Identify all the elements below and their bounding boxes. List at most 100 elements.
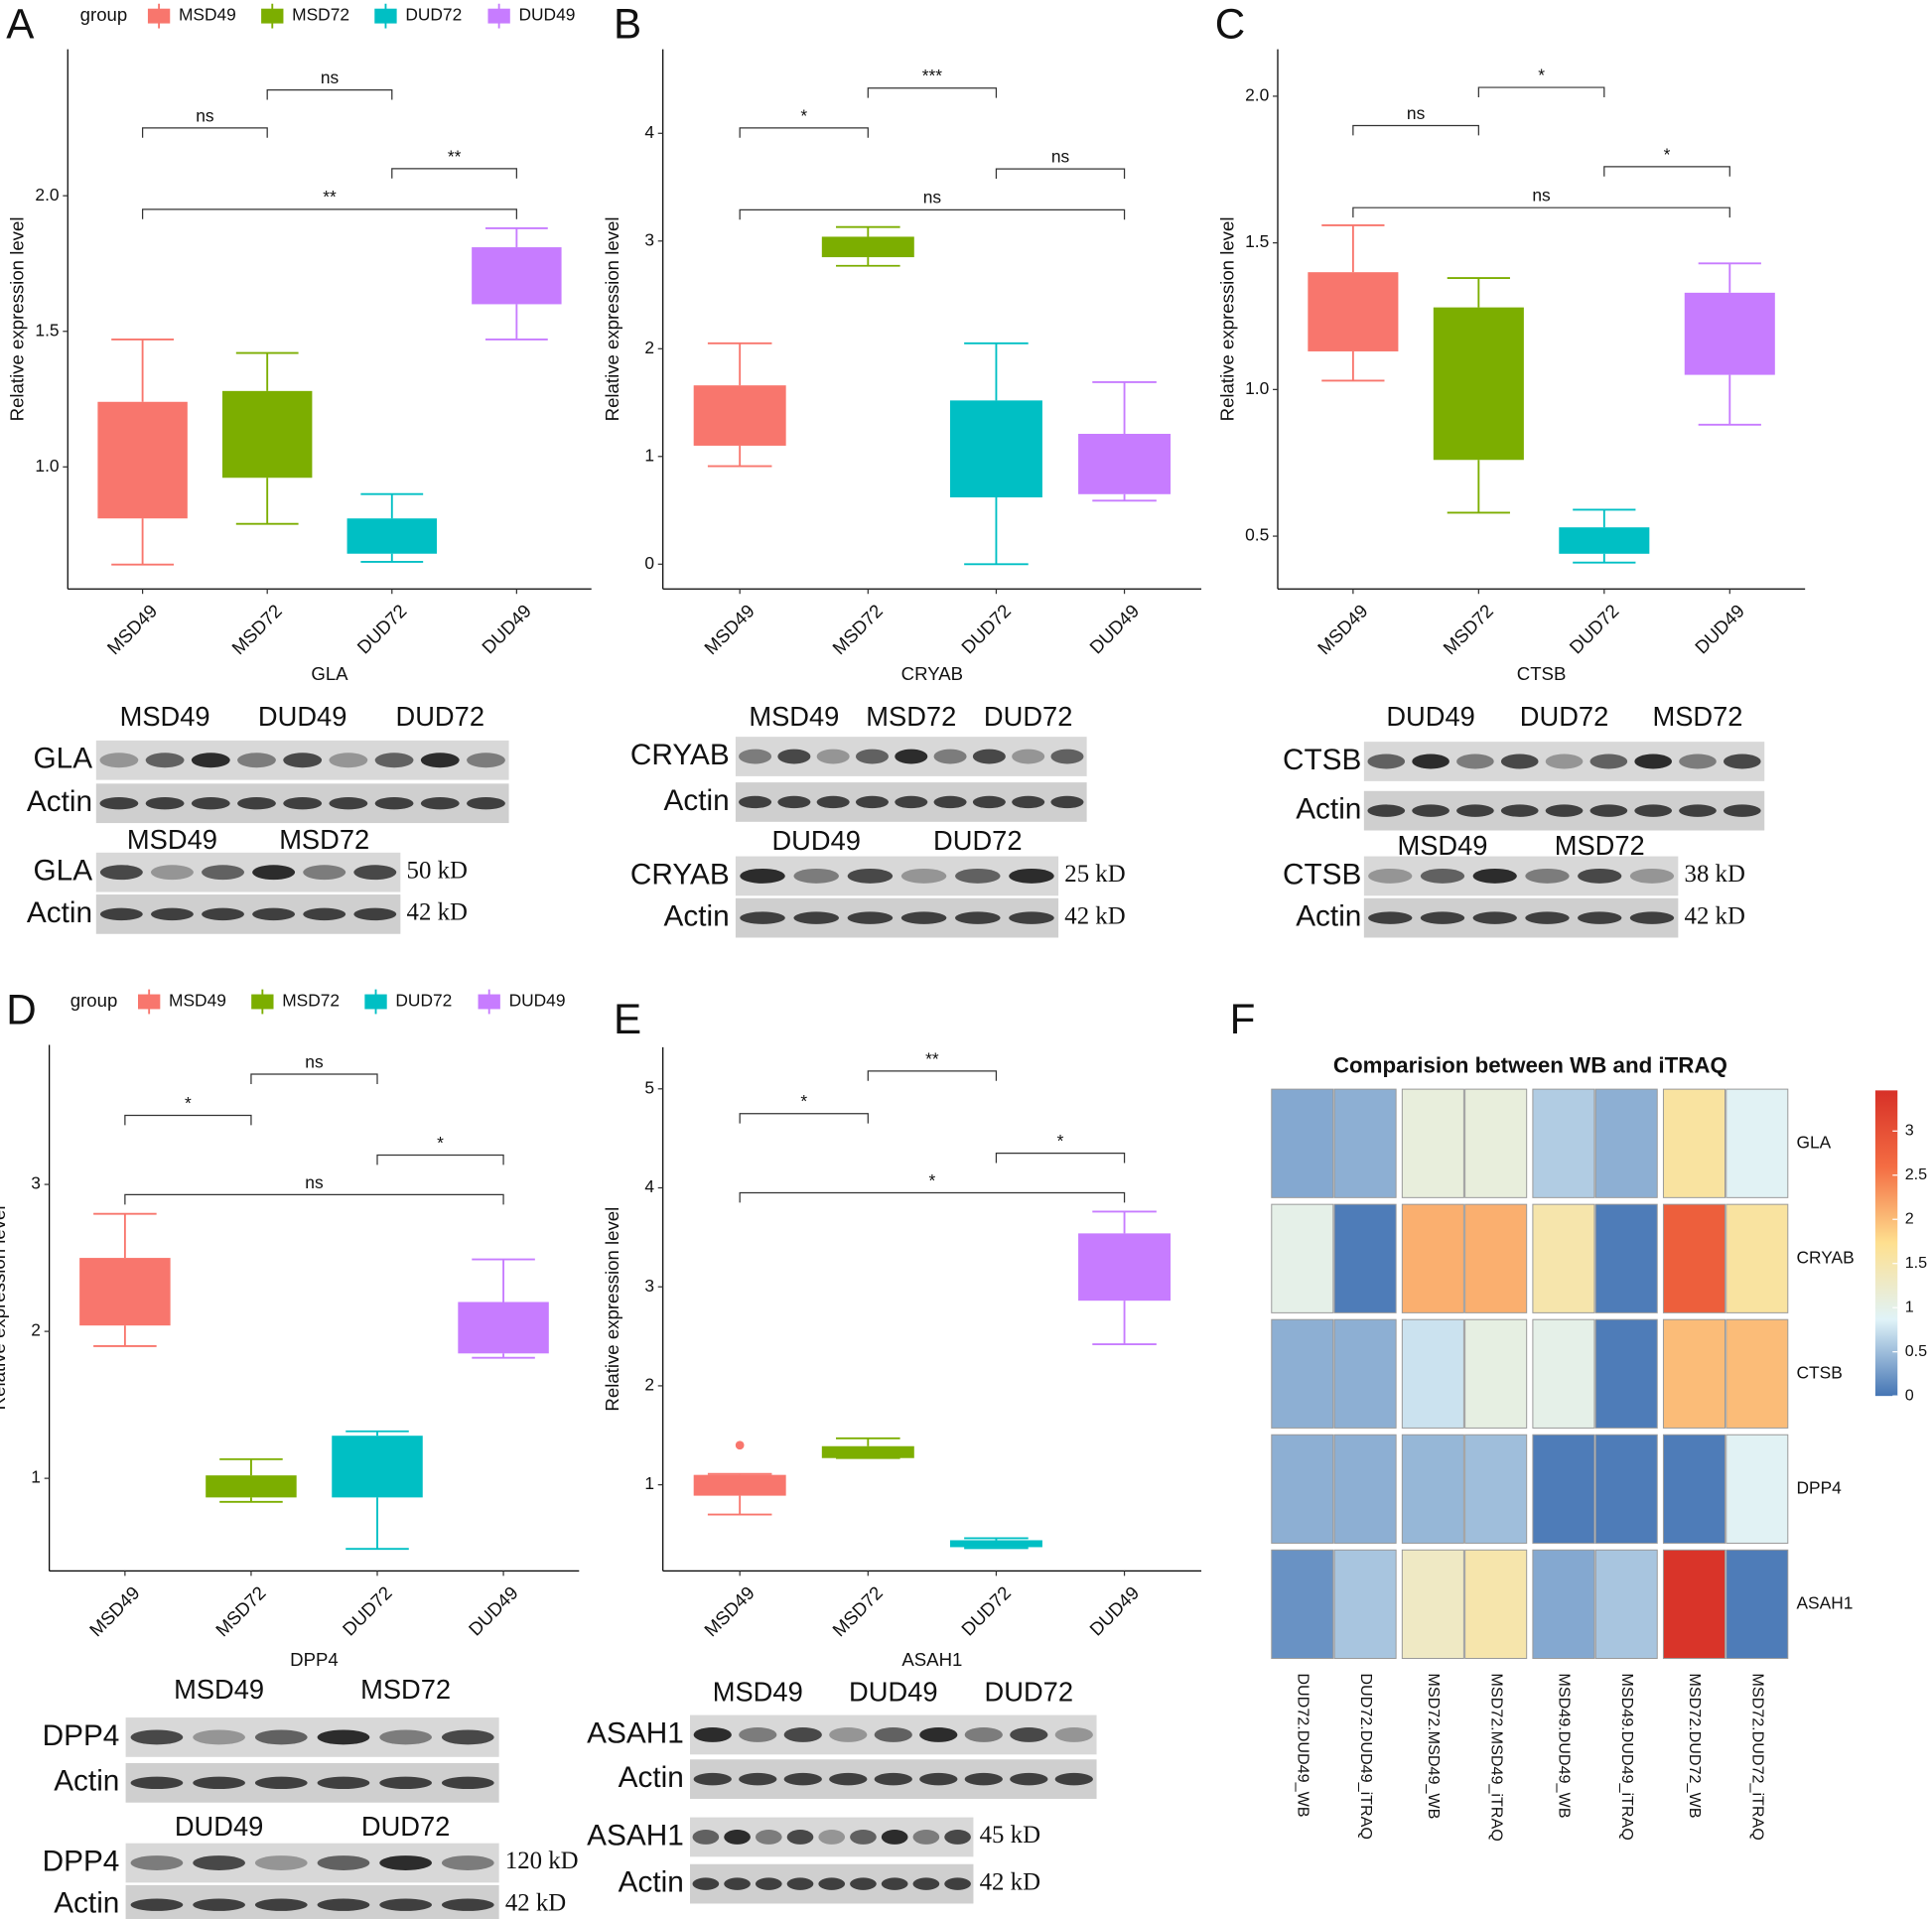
blot-band [1500,804,1539,817]
x-axis-label: DPP4 [290,1649,339,1670]
blot-size-label: 50 kD [407,857,468,884]
blot-group-label: DUD72 [933,825,1023,856]
heatmap-cell [1594,1318,1658,1429]
blot-band [944,1830,971,1845]
blot-band [420,753,460,768]
blot-band [1472,911,1517,924]
blot-group-label: DUD49 [1386,701,1475,732]
significance-bracket [1352,124,1479,136]
blot-band [874,1772,912,1786]
blot-band [786,1830,814,1845]
box [949,1540,1042,1548]
blot-band [374,753,414,768]
blot-band [740,868,785,884]
y-tick-label: 5 [644,1077,654,1097]
blot-band [850,1877,877,1890]
heatmap-cell [1401,1088,1464,1198]
legend-label: DUD72 [395,991,452,1011]
blot-band [895,749,928,764]
blot-size-label: 120 kD [505,1848,579,1874]
blot-band [254,1729,308,1745]
blot-band [193,1729,245,1745]
significance-label: ns [1532,186,1551,206]
blot-band [895,795,928,809]
blot-group-label: DUD72 [985,1677,1074,1708]
heatmap-cell [1725,1434,1789,1544]
blot-band [329,753,368,768]
blot-band [818,1877,846,1890]
blot-band [881,1877,908,1890]
significance-bracket [141,127,268,138]
significance-label: * [1664,144,1671,164]
blot-band [1010,1726,1048,1742]
blot-row-label: CRYAB [630,739,730,771]
significance-label: ns [305,1172,324,1192]
heatmap-cell [1271,1549,1334,1659]
blot-band [374,796,414,810]
blot-band [254,1898,308,1911]
box [1433,307,1524,461]
blot-band [130,1855,184,1870]
legend-title: group [70,990,118,1011]
x-tick-label: MSD72 [227,601,286,659]
box [346,518,437,554]
blot-group-label: DUD72 [396,701,485,732]
y-tick-label: 4 [644,1176,654,1196]
blot-band [944,1877,971,1890]
significance-label: ns [1407,103,1426,123]
blot-group-label: MSD49 [174,1674,264,1705]
x-axis-label: GLA [311,663,348,684]
colorbar-tick-label: 0 [1905,1386,1914,1404]
blot-band [900,868,947,884]
x-tick-label: DUD72 [957,601,1015,658]
blot-band [1420,868,1465,884]
x-tick-label: MSD72 [1439,601,1497,659]
row-label: CRYAB [1796,1247,1854,1267]
box [1684,292,1775,375]
heatmap-cell [1725,1088,1789,1198]
y-tick-label: 1 [644,445,654,465]
y-tick-label: 1.5 [1245,231,1269,251]
box [1078,1233,1172,1302]
blot-band [818,1830,846,1845]
blot-band [130,1729,184,1745]
x-axis-label: ASAH1 [901,1649,962,1670]
legend-key [138,994,161,1010]
panel-letter: A [6,0,35,47]
heatmap-cell [1532,1318,1595,1429]
blot-band [467,753,505,768]
y-tick-label: 0 [644,553,654,573]
x-tick-label: DUD49 [1085,1582,1143,1640]
blot-size-label: 42 kD [407,899,468,926]
blot-band [1500,754,1539,769]
y-tick-label: 4 [644,122,654,142]
blot-band [1525,911,1570,924]
blot-band [783,1772,822,1786]
significance-bracket [391,168,517,179]
box [1559,527,1650,554]
blot-row-label: Actin [27,896,92,929]
blot-band [420,796,460,810]
heatmap-cell [1464,1434,1528,1544]
heatmap-cell [1662,1203,1725,1313]
blot-row-label: DPP4 [43,1719,120,1752]
blot-row-label: DPP4 [43,1845,120,1877]
colorbar [1874,1090,1898,1397]
blot-band [881,1830,908,1845]
y-tick-label: 2.0 [1245,85,1269,105]
y-tick-label: 2 [31,1320,41,1340]
blot-row-label: ASAH1 [587,1819,684,1851]
significance-label: ** [448,146,462,166]
significance-label: * [800,1091,807,1111]
blot-size-label: 25 kD [1064,861,1125,888]
blot-band [829,1726,868,1742]
heatmap-cell [1464,1203,1528,1313]
blot-band [191,796,230,810]
heatmap-cell [1464,1318,1528,1429]
colorbar-tick-label: 1 [1905,1298,1914,1315]
heatmap-cell [1662,1549,1725,1659]
heatmap-cell [1401,1434,1464,1544]
legend-title: group [80,4,128,25]
blot-size-label: 45 kD [980,1822,1040,1849]
panel-letter: F [1230,996,1256,1042]
